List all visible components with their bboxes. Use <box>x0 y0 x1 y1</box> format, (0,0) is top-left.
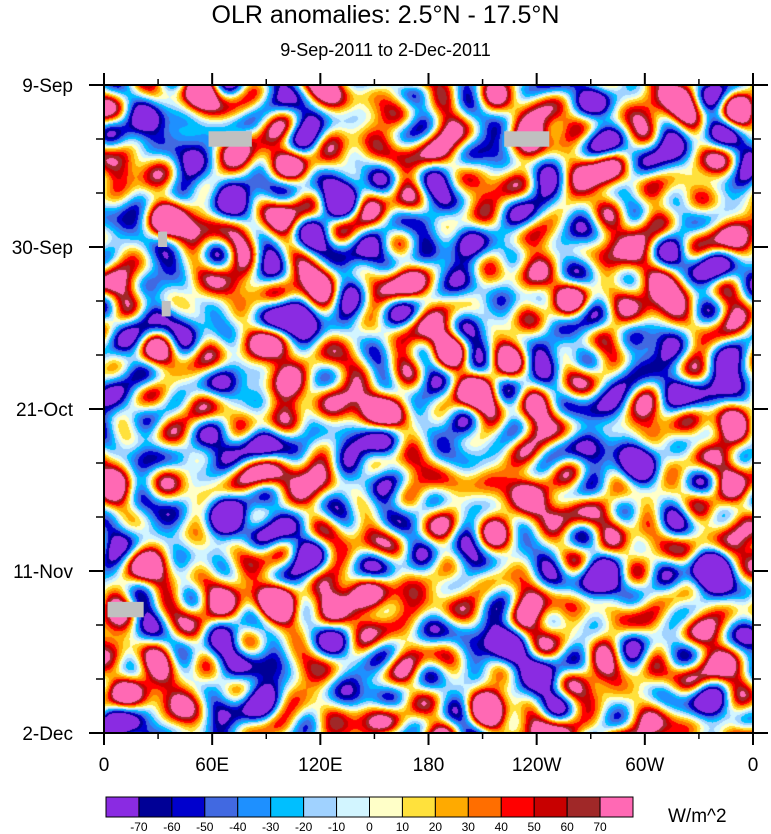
colorbar-level-label: -30 <box>262 820 280 834</box>
colorbar-level-label: 30 <box>462 820 476 834</box>
colorbar-swatch <box>369 796 403 818</box>
colorbar-swatch <box>204 796 239 818</box>
colorbar-level-label: 70 <box>593 820 607 834</box>
colorbar-level-label: 50 <box>528 820 542 834</box>
colorbar-swatch <box>533 796 568 818</box>
y-tick-label: 21-Oct <box>16 400 74 421</box>
olr-heatmap-field <box>104 85 753 733</box>
colorbar-level-label: 20 <box>429 820 443 834</box>
colorbar-level-label: -70 <box>130 820 148 834</box>
y-tick-label: 2-Dec <box>22 724 73 745</box>
colorbar-level-label: -20 <box>295 820 313 834</box>
colorbar-swatch <box>336 796 370 818</box>
y-tick-label: 9-Sep <box>22 76 73 97</box>
colorbar-swatch <box>171 796 206 818</box>
x-tick-label: 180 <box>413 755 445 776</box>
missing-data-patch <box>161 301 171 317</box>
missing-data-patch <box>208 131 252 147</box>
colorbar-level-label: 10 <box>396 820 410 834</box>
colorbar-swatch <box>467 796 502 818</box>
missing-data-patch <box>107 601 144 618</box>
colorbar-swatch <box>303 796 338 818</box>
colorbar-level-label: -60 <box>163 820 181 834</box>
colorbar-level-label: -40 <box>229 820 247 834</box>
colorbar-swatch <box>237 796 272 818</box>
x-tick-label: 120E <box>298 755 342 776</box>
colorbar-swatch <box>105 796 140 818</box>
colorbar-swatch <box>401 796 436 818</box>
colorbar-level-label: -50 <box>196 820 214 834</box>
x-tick-label: 0 <box>748 755 759 776</box>
missing-data-layer <box>107 131 550 618</box>
colorbar-level-label: 60 <box>560 820 574 834</box>
chart-subtitle: 9-Sep-2011 to 2-Dec-2011 <box>280 40 491 60</box>
y-tick-label: 11-Nov <box>13 562 73 583</box>
x-tick-label: 60W <box>625 755 664 776</box>
colorbar-swatch <box>434 796 469 818</box>
x-tick-label: 120W <box>512 755 562 776</box>
y-tick-label: 30-Sep <box>12 238 73 259</box>
colorbar-swatch <box>566 796 601 818</box>
colorbar-level-label: 0 <box>366 820 373 834</box>
colorbar-level-label: 40 <box>495 820 509 834</box>
colorbar: -70 -60 -50 -40 -30 -20 -10 0 10 20 30 40 50 60 70 <box>105 796 634 834</box>
missing-data-patch <box>504 131 550 147</box>
chart-title: OLR anomalies: 2.5°N - 17.5°N <box>211 1 560 29</box>
x-tick-label: 60E <box>195 755 229 776</box>
colorbar-swatch <box>500 796 535 818</box>
colorbar-level-label: -10 <box>328 820 346 834</box>
axes-layer: 0 60E 120E 180 120W 60W 0 9-Sep 30-Sep 21-Oct 11-N… <box>12 73 768 776</box>
colorbar-swatch <box>138 796 173 818</box>
colorbar-swatch <box>270 796 305 818</box>
x-tick-label: 0 <box>99 755 110 776</box>
missing-data-patch <box>158 231 168 247</box>
colorbar-units-label: W/m^2 <box>668 806 727 827</box>
colorbar-swatch <box>599 796 634 818</box>
